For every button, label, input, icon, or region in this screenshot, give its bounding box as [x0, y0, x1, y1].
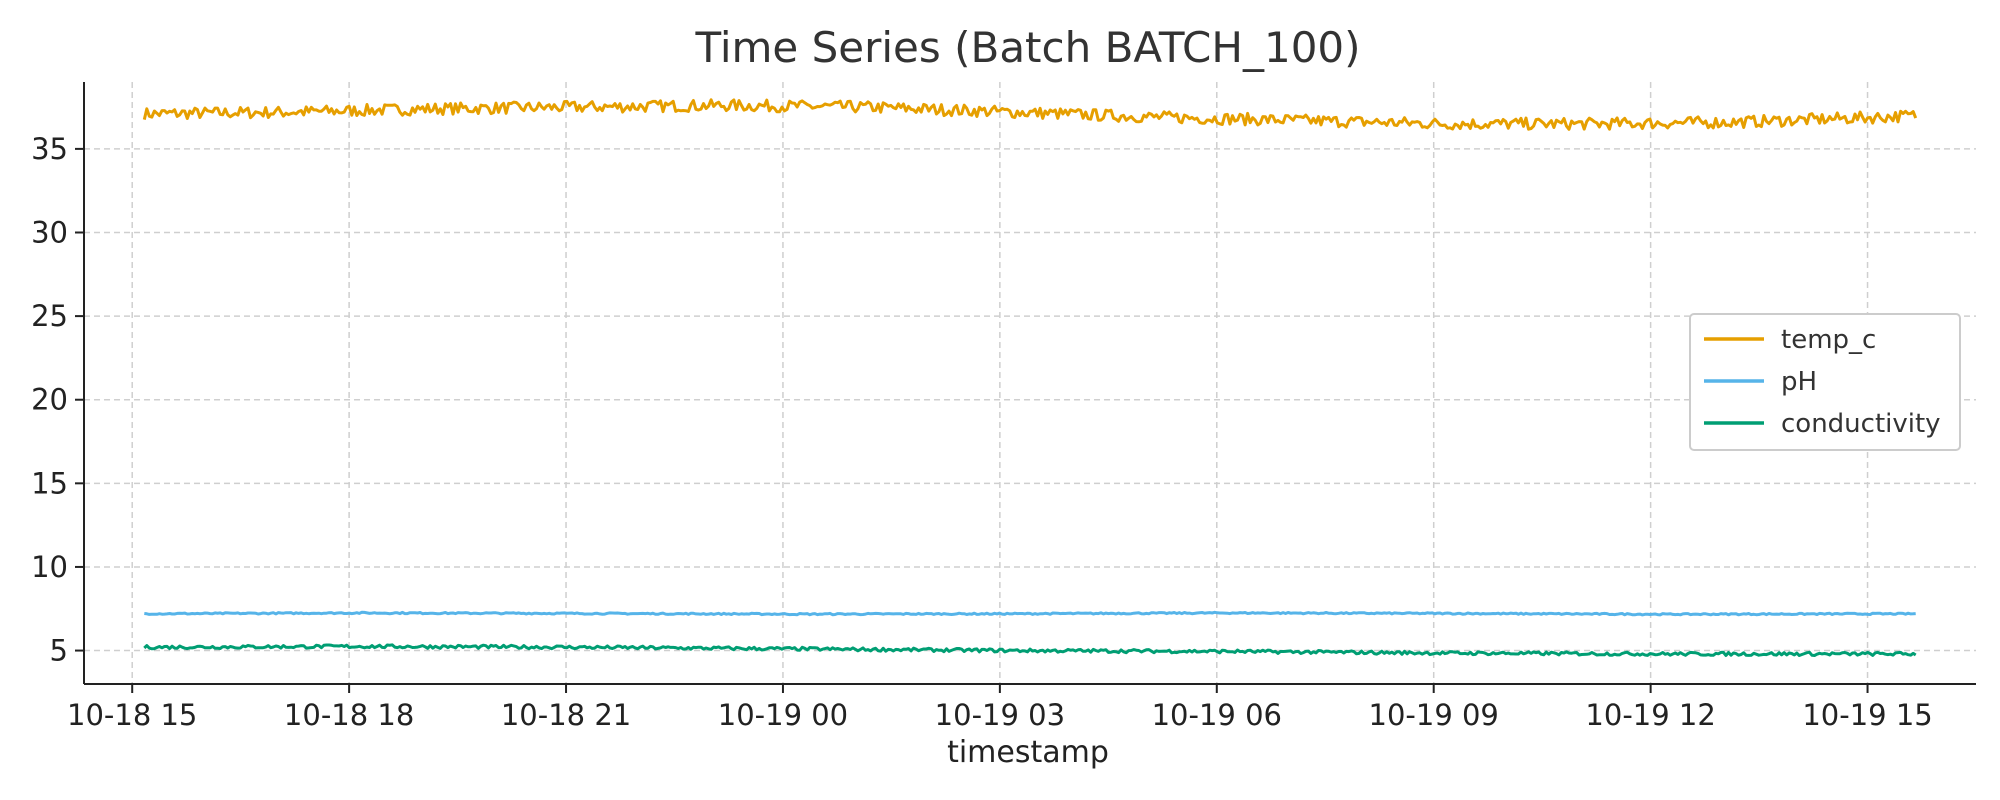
legend: temp_c pH conductivity	[1689, 313, 1961, 451]
axes	[83, 82, 1976, 685]
series-lines	[142, 98, 1918, 657]
y-tick-label: 35	[31, 132, 68, 166]
x-tick-label: 10-19 00	[718, 698, 848, 732]
chart-title: Time Series (Batch BATCH_100)	[694, 23, 1360, 72]
legend-frame	[1689, 313, 1961, 451]
y-tick-label: 10	[31, 550, 68, 584]
legend-items: temp_c pH conductivity	[1704, 325, 1941, 439]
x-tick-label: 10-19 06	[1152, 698, 1282, 732]
x-tick-label: 10-19 15	[1802, 698, 1932, 732]
y-tick-label: 15	[31, 466, 68, 500]
x-tick-label: 10-19 12	[1585, 698, 1715, 732]
x-ticks: 10-18 15 10-18 18 10-18 21 10-19 00 10-19 03…	[67, 684, 1933, 732]
x-tick-label: 10-19 03	[935, 698, 1065, 732]
x-axis-label: timestamp	[947, 735, 1109, 770]
y-tick-label: 30	[31, 216, 68, 250]
series-line-temp_c	[142, 98, 1918, 131]
legend-label-pH: pH	[1781, 367, 1817, 397]
y-tick-label: 5	[50, 634, 68, 668]
y-tick-label: 20	[31, 383, 68, 417]
x-tick-label: 10-18 18	[284, 698, 414, 732]
y-tick-label: 25	[31, 299, 68, 333]
grid	[84, 82, 1976, 684]
x-tick-label: 10-19 09	[1369, 698, 1499, 732]
series-line-conductivity	[143, 643, 1917, 657]
legend-label-temp_c: temp_c	[1781, 325, 1876, 355]
legend-label-conductivity: conductivity	[1781, 409, 1941, 439]
x-tick-label: 10-18 15	[67, 698, 197, 732]
series-line-pH	[144, 610, 1916, 617]
x-tick-label: 10-18 21	[501, 698, 631, 732]
y-ticks: 5 10 15 20 25 30 35	[31, 132, 84, 668]
